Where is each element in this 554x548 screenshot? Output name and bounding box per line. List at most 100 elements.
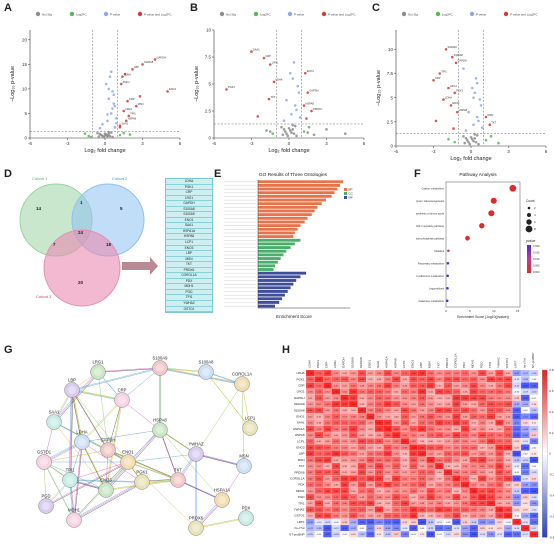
heatmap-cell-value: 0.38 (489, 423, 494, 425)
x-tick-label: -6 (394, 149, 398, 154)
heatmap-cell-value: 0.58 (325, 416, 330, 418)
heatmap-cell-value: 0.47 (368, 373, 373, 375)
heatmap-cell-value: 0.76 (368, 441, 373, 443)
data-point (285, 132, 288, 135)
bar (258, 202, 322, 206)
heatmap-cell-value: -0.13 (316, 522, 322, 524)
bar (258, 213, 312, 217)
legend-label: Log2FC (442, 12, 454, 16)
heatmap-cell-value: -0.61 (368, 528, 374, 530)
heatmap-col-label: HSPA8 (393, 358, 397, 368)
heatmap-cell-value: 0.79 (317, 398, 322, 400)
heatmap-cell-value: 0.73 (334, 478, 339, 480)
heatmap-cell-value: 0.37 (403, 466, 408, 468)
heatmap-cell-value: 0.65 (325, 404, 330, 406)
heatmap-cell-value: 0.47 (368, 447, 373, 449)
y-tick-label: 15 (22, 62, 28, 67)
heatmap-cell-value: 0.71 (403, 516, 408, 518)
heatmap-cell-value: 0.42 (368, 429, 373, 431)
network-node-core (66, 476, 74, 484)
heatmap-cell-value: 0.68 (343, 429, 348, 431)
heatmap-cell-value: -0.55 (488, 534, 494, 536)
heatmap-cell-value: 0.82 (454, 379, 459, 381)
data-point (444, 48, 448, 51)
category-label: Measles (434, 249, 444, 253)
heatmap-cell-value: 0.91 (429, 385, 434, 387)
colorbar-tick-label: 0 (549, 452, 551, 456)
heatmap-cell-value: 0.79 (411, 466, 416, 468)
data-point (107, 87, 111, 91)
heatmap-cell-value: 0.70 (334, 441, 339, 443)
data-point (452, 127, 455, 130)
data-point (109, 70, 113, 74)
network-node (98, 482, 114, 498)
heatmap-cell-value: 0.59 (368, 466, 373, 468)
heatmap-row-label: LRTF (297, 520, 305, 524)
heatmap-cell-value: -0.03 (514, 472, 520, 474)
heatmap-cell-value: 0.86 (472, 398, 477, 400)
heatmap-cell-value: 0.82 (497, 373, 502, 375)
network-node (238, 510, 254, 526)
heatmap-cell-value: -0.42 (523, 404, 529, 406)
heatmap-cell-value: 0.66 (308, 460, 313, 462)
heatmap-cell-value: 0.80 (386, 435, 391, 437)
heatmap-cell-value: 0.69 (334, 503, 339, 505)
gene-list-item: PGD (166, 290, 212, 296)
heatmap-cell-value: 0.16 (489, 528, 494, 530)
heatmap-cell-value: 0.70 (403, 392, 408, 394)
heatmap-cell-value: 0.67 (472, 410, 477, 412)
data-point (107, 97, 111, 101)
heatmap-col-label: hs-cTnI (522, 358, 526, 368)
heatmap-cell-value: 0.81 (317, 472, 322, 474)
heatmap-cell-value: 0.36 (437, 472, 442, 474)
heatmap-cell-value: -0.58 (480, 522, 486, 524)
heatmap-cell-value: 0.65 (325, 423, 330, 425)
heatmap-cell-value: 0.64 (403, 497, 408, 499)
venn-set-label-2: Cohort 2 (112, 176, 128, 181)
network-edge (73, 481, 142, 520)
x-tick-label: 3 (325, 141, 328, 146)
heatmap-cell-value: -0.88 (531, 460, 537, 462)
network-edge (81, 441, 107, 491)
network-edge (54, 422, 129, 463)
network-edge (71, 389, 123, 401)
network-edge (72, 390, 84, 443)
heatmap-cell-value: 0.51 (472, 441, 477, 443)
heatmap-cell-value: 0.48 (360, 385, 365, 387)
heatmap-cell-value: -0.21 (325, 522, 331, 524)
legend-swatch (344, 196, 347, 199)
heatmap-cell-value: -0.25 (531, 373, 537, 375)
heatmap-cell-value: 0.73 (317, 454, 322, 456)
heatmap-cell-value: 0.50 (446, 416, 451, 418)
bar (258, 205, 318, 209)
heatmap-cell-value: 0.45 (420, 466, 425, 468)
heatmap-cell-value: 0.76 (377, 392, 382, 394)
heatmap-cell-value: -0.65 (402, 534, 408, 536)
gene-list-item: HSPA8 (166, 234, 212, 241)
colorbar-tick-label: 0.8 (549, 368, 554, 372)
heatmap-cell-value: 0.86 (334, 466, 339, 468)
heatmap-cell-value: 1.00 (497, 509, 502, 511)
heatmap-cell-value: -0.81 (471, 528, 477, 530)
heatmap-cell-value: 0.03 (420, 528, 425, 530)
heatmap-cell-value: 0.35 (506, 454, 511, 456)
heatmap-cell-value: -0.33 (428, 522, 434, 524)
network-node (236, 458, 252, 474)
gene-list-item: CRP (166, 190, 212, 196)
heatmap-cell-value: 0.35 (454, 491, 459, 493)
heatmap-cell-value: -0.42 (351, 522, 357, 524)
data-point (497, 141, 500, 145)
network-node-label: HSPA8 (153, 418, 167, 423)
heatmap-cell-value: -0.81 (531, 516, 537, 518)
gene-list-item: LDHA (166, 179, 212, 185)
data-point (475, 81, 479, 85)
data-point (474, 140, 478, 144)
heatmap-row-label: PGD (298, 495, 305, 499)
y-tick-label: 7.5 (387, 71, 394, 76)
data-point (454, 61, 458, 65)
heatmap-cell-value: 0.37 (368, 379, 373, 381)
heatmap-cell-value: 0.57 (351, 379, 356, 381)
heatmap-cell-value: 0.71 (351, 497, 356, 499)
heatmap-cell-value: 0.37 (308, 516, 313, 518)
data-point (268, 130, 272, 133)
